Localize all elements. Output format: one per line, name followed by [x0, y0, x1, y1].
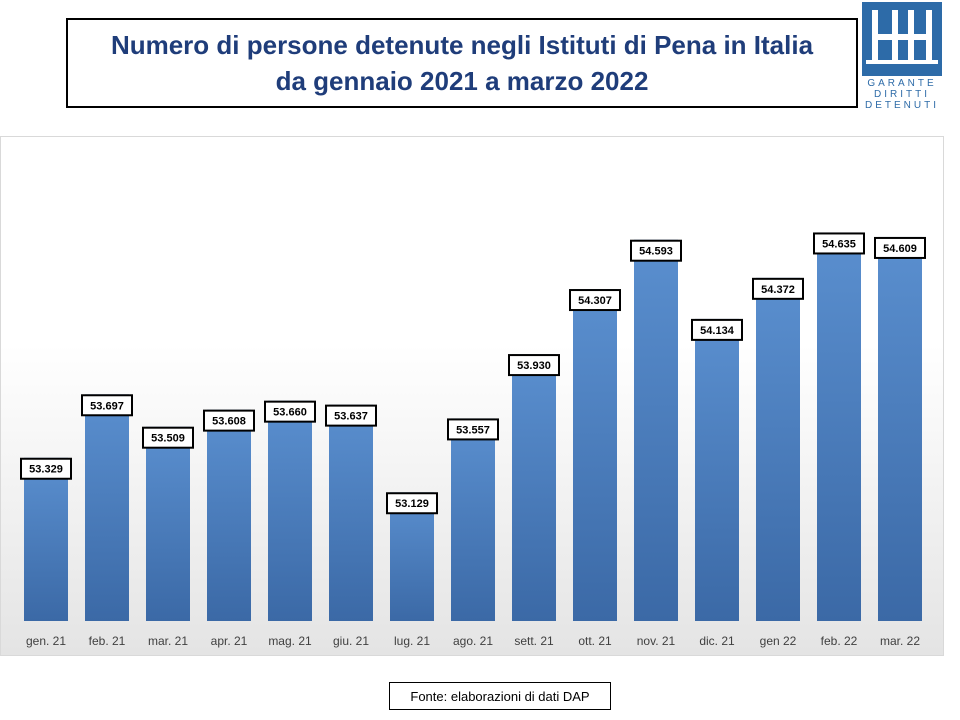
data-label: 53.637	[334, 411, 368, 423]
x-tick-label: apr. 21	[211, 634, 248, 648]
data-label-box	[508, 354, 560, 377]
bar-ago. 21	[451, 421, 495, 621]
x-tick-label: feb. 22	[821, 634, 858, 648]
logo-text-line2: DIRITTI	[874, 89, 930, 100]
data-label: 53.930	[517, 360, 551, 372]
data-label-box	[325, 404, 377, 427]
x-tick-label: gen 22	[760, 634, 797, 648]
bar-dic. 21	[695, 321, 739, 621]
x-tick-label: nov. 21	[637, 634, 676, 648]
chart-area: 53.329 53.697 53.509 53.608 53.660 53.637 53.1…	[0, 136, 944, 656]
bar-lug. 21	[390, 495, 434, 621]
data-label-box	[142, 426, 194, 449]
data-label-box	[203, 409, 255, 432]
bar-nov. 21	[634, 242, 678, 621]
chart-title-line2: da gennaio 2021 a marzo 2022	[275, 66, 649, 96]
data-label-box	[264, 400, 316, 423]
x-tick-label: giu. 21	[333, 634, 369, 648]
source-note: Fonte: elaborazioni di dati DAP	[389, 682, 611, 710]
x-tick-label: ago. 21	[453, 634, 493, 648]
bar-chart: 53.329 53.697 53.509 53.608 53.660 53.637 53.1…	[20, 232, 926, 648]
data-label: 54.307	[578, 295, 612, 307]
chart-title-line1: Numero di persone detenute negli Istitut…	[110, 30, 814, 60]
x-tick-label: feb. 21	[89, 634, 126, 648]
garante-logo-icon	[862, 2, 942, 76]
data-label-box	[813, 232, 865, 255]
x-tick-label: dic. 21	[699, 634, 735, 648]
bar-apr. 21	[207, 412, 251, 621]
x-tick-label: mar. 21	[148, 634, 188, 648]
data-label: 54.635	[822, 238, 856, 250]
data-label-box	[20, 457, 72, 480]
bar-gen 22	[756, 280, 800, 621]
bar-mar. 22	[878, 239, 922, 621]
data-label-box	[447, 418, 499, 441]
chart-title-box: Numero di persone detenute negli Istitut…	[66, 18, 858, 108]
x-tick-label: mar. 22	[880, 634, 920, 648]
bar-gen. 21	[24, 460, 68, 621]
data-label: 54.609	[883, 243, 917, 255]
data-label: 54.372	[761, 284, 795, 296]
data-label: 54.134	[700, 325, 735, 337]
logo-text-line1: GARANTE	[867, 78, 937, 89]
data-label: 53.509	[151, 433, 185, 445]
data-label: 54.593	[639, 246, 673, 258]
bar-ott. 21	[573, 292, 617, 621]
data-label-box	[569, 289, 621, 312]
data-label-box	[752, 277, 804, 300]
bar-giu. 21	[329, 407, 373, 621]
x-tick-label: gen. 21	[26, 634, 66, 648]
x-tick-label: sett. 21	[514, 634, 554, 648]
data-label-box	[81, 394, 133, 417]
garante-logo: GARANTE DIRITTI DETENUTI	[862, 2, 944, 111]
x-tick-label: ott. 21	[578, 634, 612, 648]
data-label-box	[630, 239, 682, 262]
data-label: 53.129	[395, 498, 429, 510]
data-label-box	[691, 318, 743, 341]
logo-text-line3: DETENUTI	[865, 100, 939, 111]
bar-feb. 22	[817, 235, 861, 621]
data-label: 53.697	[90, 400, 124, 412]
bar-mar. 21	[146, 429, 190, 621]
bar-sett. 21	[512, 357, 556, 621]
data-label: 53.557	[456, 424, 490, 436]
x-tick-label: mag. 21	[268, 634, 312, 648]
x-tick-label: lug. 21	[394, 634, 430, 648]
bar-feb. 21	[85, 397, 129, 621]
data-label-box	[386, 492, 438, 515]
bar-mag. 21	[268, 403, 312, 621]
data-label: 53.329	[29, 464, 63, 476]
data-label: 53.660	[273, 407, 307, 419]
data-label-box	[874, 236, 926, 259]
data-label: 53.608	[212, 416, 246, 428]
